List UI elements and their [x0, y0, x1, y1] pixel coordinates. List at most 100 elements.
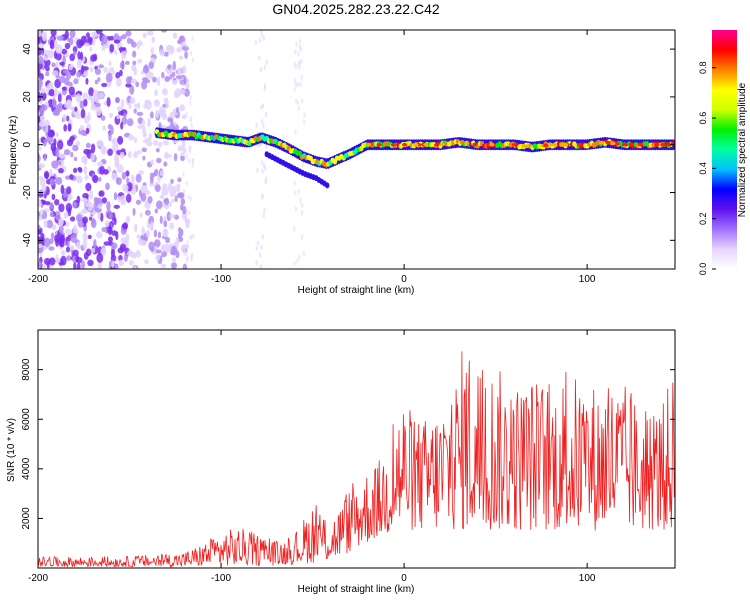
noise-blob [140, 70, 145, 75]
noise-blob [294, 49, 297, 55]
colorbar-tick-label: 0.0 [698, 263, 708, 276]
noise-blob [293, 261, 296, 267]
noise-blob [181, 114, 187, 120]
noise-blob [180, 198, 186, 206]
noise-blob [167, 64, 172, 70]
signal-peak [614, 142, 620, 146]
noise-blob [124, 60, 130, 65]
noise-blob [95, 231, 103, 239]
noise-blob [171, 71, 176, 78]
noise-blob [185, 180, 188, 186]
noise-blob [141, 226, 145, 236]
noise-blob [190, 254, 193, 260]
x-tick-label: -200 [28, 274, 48, 285]
signal-peak [666, 142, 672, 147]
noise-blob [73, 51, 77, 56]
noise-blob [52, 109, 60, 116]
noise-blob [93, 238, 97, 249]
spectrogram-heatmap [38, 30, 675, 269]
colorbar-label: Normalized spectral amplitude [737, 82, 748, 217]
x-tick-label: -100 [211, 573, 231, 584]
noise-blob [297, 189, 300, 195]
noise-blob [149, 172, 154, 181]
noise-blob [150, 221, 154, 230]
noise-blob [63, 149, 71, 156]
noise-blob [80, 129, 86, 136]
noise-blob [187, 158, 191, 164]
noise-blob [188, 144, 192, 150]
noise-blob [190, 123, 193, 129]
noise-blob [178, 88, 186, 95]
noise-blob [125, 170, 130, 177]
noise-blob [175, 250, 180, 259]
noise-blob [72, 249, 79, 257]
noise-blob [110, 254, 116, 262]
x-tick-label: -100 [211, 274, 231, 285]
noise-blob [117, 135, 124, 145]
noise-blob [103, 66, 109, 74]
noise-blob [38, 261, 42, 269]
noise-blob [95, 30, 103, 35]
signal-peak [413, 142, 419, 147]
noise-blob [155, 147, 160, 153]
noise-blob [140, 192, 147, 202]
noise-blob [127, 150, 132, 159]
noise-blob [130, 174, 135, 183]
noise-blob [136, 111, 144, 117]
noise-blob [261, 194, 264, 200]
noise-blob [85, 142, 91, 149]
noise-blob [57, 93, 62, 103]
noise-blob [41, 184, 47, 192]
noise-blob [176, 185, 181, 193]
noise-blob [64, 228, 72, 235]
colorbar-tick-label: 0.2 [698, 212, 708, 225]
noise-blob [65, 115, 70, 122]
noise-blob [187, 194, 190, 200]
noise-blob [135, 173, 142, 183]
noise-blob [89, 216, 93, 221]
noise-blob [69, 245, 75, 250]
branch-blob [325, 182, 330, 189]
noise-blob [169, 213, 176, 219]
noise-blob [296, 81, 300, 87]
noise-blob [56, 139, 64, 150]
noise-blob [77, 51, 81, 60]
noise-blob [58, 203, 65, 213]
noise-blob [169, 123, 175, 131]
noise-blob [49, 211, 54, 217]
noise-blob [259, 66, 263, 72]
y-tick-label: 40 [22, 43, 33, 55]
noise-blob [161, 186, 165, 197]
noise-blob [293, 61, 297, 67]
noise-blob [303, 120, 306, 126]
noise-blob [68, 86, 75, 96]
noise-blob [175, 239, 179, 248]
noise-blob [300, 98, 304, 104]
noise-blob [163, 229, 168, 238]
noise-blob [260, 30, 263, 33]
noise-blob [43, 257, 51, 266]
noise-blob [126, 177, 130, 185]
noise-blob [72, 167, 78, 174]
noise-blob [185, 43, 188, 49]
noise-blob [155, 109, 160, 119]
noise-blob [69, 216, 76, 222]
noise-blob [126, 193, 132, 203]
noise-blob [181, 138, 186, 148]
noise-blob [49, 202, 54, 210]
noise-blob [80, 108, 86, 119]
noise-blob [162, 243, 170, 254]
noise-blob [161, 88, 168, 96]
noise-blob [40, 88, 47, 94]
noise-blob [255, 259, 258, 265]
signal-peak [622, 142, 629, 147]
noise-blob [55, 176, 63, 185]
noise-blob [81, 197, 88, 203]
noise-blob [104, 220, 110, 228]
noise-blob [66, 186, 72, 195]
noise-blob [133, 265, 137, 269]
noise-blob [51, 193, 56, 201]
noise-blob [174, 214, 179, 220]
colorbar-tick-label: 0.8 [698, 61, 708, 74]
noise-blob [50, 232, 55, 239]
